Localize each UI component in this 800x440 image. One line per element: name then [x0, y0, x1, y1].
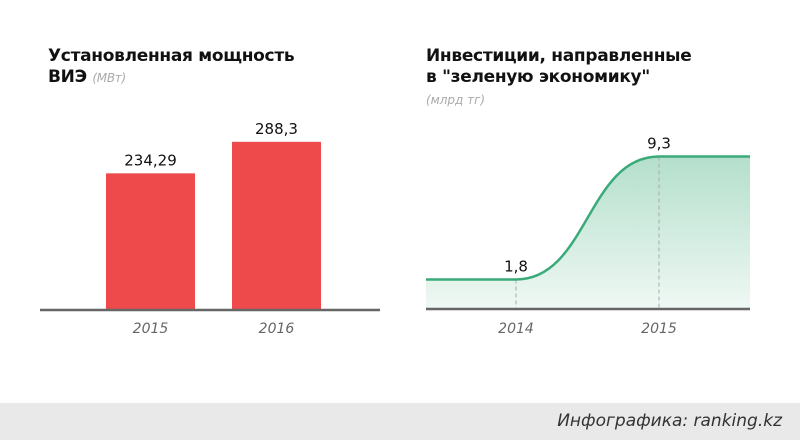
x-tick-label: 2014 [498, 321, 534, 337]
area-fill [426, 156, 750, 309]
charts-canvas: 234,29 2015 288,3 2016 1,8 2014 9,3 2015 [40, 120, 750, 337]
bar-2015 [106, 173, 195, 310]
x-tick-label: 2015 [641, 321, 677, 337]
footer: Инфографика: ranking.kz [0, 403, 800, 440]
area-title-line2: в "зеленую экономику" [426, 67, 650, 87]
point-value-label: 9,3 [647, 134, 671, 152]
bar-2016 [232, 141, 321, 310]
bar-title-line1: Установленная мощность [48, 46, 295, 66]
bar-chart-title: Установленная мощность ВИЭ (МВт) [48, 46, 295, 89]
x-tick-label: 2015 [133, 321, 169, 337]
bar-unit: (МВт) [92, 71, 126, 85]
bar-value-label: 288,3 [255, 120, 298, 138]
area-chart-title: Инвестиции, направленные в "зеленую экон… [426, 46, 692, 88]
area-unit: (млрд тг) [426, 93, 486, 107]
series-line [426, 155, 750, 281]
area-title-line1: Инвестиции, направленные [426, 46, 692, 66]
bar-title-line2: ВИЭ [48, 67, 87, 87]
point-value-label: 1,8 [504, 257, 528, 275]
x-tick-label: 2016 [259, 321, 295, 337]
bar-value-label: 234,29 [124, 151, 177, 169]
footer-credit: Инфографика: ranking.kz [557, 411, 782, 431]
